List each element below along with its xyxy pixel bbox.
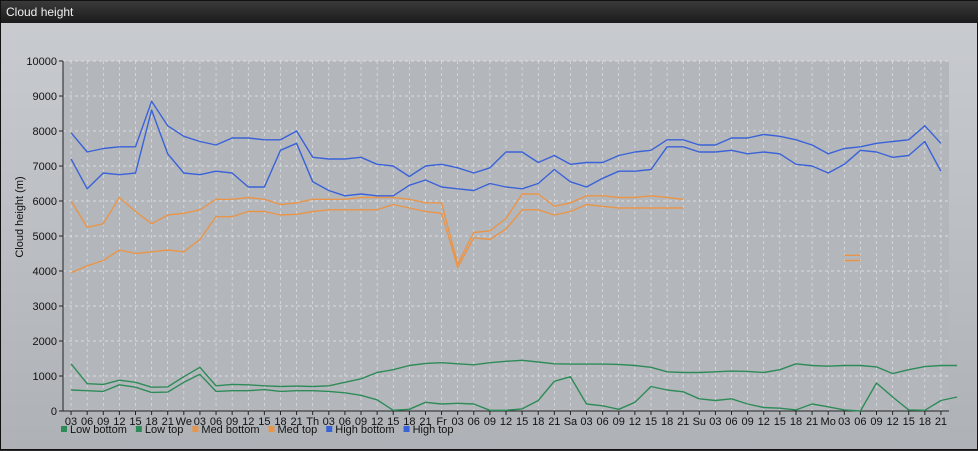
x-tick-label: 12 — [886, 416, 898, 428]
x-tick-label: Su — [693, 416, 706, 428]
x-tick-label: 03 — [838, 416, 850, 428]
y-tick-label: 3000 — [33, 301, 57, 313]
legend-item-5: High top — [403, 424, 454, 436]
x-tick-label: 06 — [597, 416, 609, 428]
x-tick-label: 21 — [677, 416, 689, 428]
x-tick-label: 03 — [580, 416, 592, 428]
x-tick-label: 21 — [806, 416, 818, 428]
y-tick-label: 0 — [51, 406, 57, 418]
x-tick-label: Fr — [436, 416, 447, 428]
legend-swatch — [403, 426, 410, 432]
x-tick-label: 21 — [162, 416, 174, 428]
y-ticks: 0 1000 2000 3000 4000 5000 6000 7000 8000 9000 100… — [26, 56, 63, 418]
x-tick-label: 15 — [645, 416, 657, 428]
x-tick-label: 12 — [500, 416, 512, 428]
legend-item-4: High bottom — [326, 424, 395, 436]
legend-label: Low bottom — [70, 424, 127, 436]
legend-swatch — [192, 426, 199, 432]
legend-swatch — [268, 426, 275, 432]
series-line-2 — [70, 203, 861, 274]
x-tick-label: 09 — [613, 416, 625, 428]
series-lines — [70, 100, 958, 412]
x-tick-label: 15 — [516, 416, 528, 428]
y-tick-label: 9000 — [33, 91, 57, 103]
x-tick-label: 15 — [387, 416, 399, 428]
legend-swatch — [326, 426, 333, 432]
x-tick-label: 18 — [403, 416, 415, 428]
x-tick-label: 15 — [258, 416, 270, 428]
legend-label: High bottom — [335, 424, 394, 436]
x-tick-label: 09 — [226, 416, 238, 428]
legend-swatch — [61, 426, 67, 432]
y-tick-label: 7000 — [33, 161, 57, 173]
x-tick-label: 09 — [97, 416, 109, 428]
x-tick-label: 18 — [790, 416, 802, 428]
legend: Low bottom Low top Med bottom Med top High b… — [61, 424, 454, 436]
series-line-3 — [70, 193, 861, 265]
x-tick-label: 18 — [145, 416, 157, 428]
x-tick-label: 12 — [629, 416, 641, 428]
x-tick-label: 18 — [661, 416, 673, 428]
series-line-5 — [70, 100, 942, 178]
x-tick-label: 03 — [65, 416, 77, 428]
x-tick-label: 15 — [903, 416, 915, 428]
x-tick-label: Mo — [821, 416, 836, 428]
legend-item-1: Low top — [135, 424, 184, 436]
y-axis-label: Cloud height (m) — [14, 176, 26, 257]
x-tick-label: 21 — [419, 416, 431, 428]
x-tick-label: 06 — [725, 416, 737, 428]
y-tick-label: 8000 — [33, 126, 57, 138]
x-tick-label: 15 — [129, 416, 141, 428]
x-tick-label: 06 — [339, 416, 351, 428]
x-tick-label: We — [176, 416, 192, 428]
x-tick-label: 06 — [210, 416, 222, 428]
x-tick-label: 09 — [484, 416, 496, 428]
legend-item-3: Med top — [268, 424, 318, 436]
cloud-height-chart: 0 1000 2000 3000 4000 5000 6000 7000 8000 9000 100… — [14, 56, 958, 436]
x-tick-label: 12 — [371, 416, 383, 428]
x-tick-label: 21 — [548, 416, 560, 428]
series-line-0 — [71, 373, 958, 412]
x-tick-label: 09 — [870, 416, 882, 428]
legend-item-2: Med bottom — [192, 424, 260, 436]
series-line-1 — [70, 359, 958, 388]
x-tick-label: 06 — [81, 416, 93, 428]
x-tick-label: Sa — [564, 416, 578, 428]
x-tick-label: 03 — [452, 416, 464, 428]
x-tick-label: 15 — [774, 416, 786, 428]
x-tick-label: Th — [306, 416, 319, 428]
window-title: Cloud height — [1, 1, 978, 23]
series-line-4 — [70, 109, 942, 197]
x-tick-label: 09 — [742, 416, 754, 428]
legend-label: Med top — [278, 424, 318, 436]
legend-label: Med bottom — [201, 424, 259, 436]
x-tick-label: 21 — [935, 416, 947, 428]
x-tick-label: 06 — [468, 416, 480, 428]
grid-lines — [63, 60, 949, 412]
x-tick-label: 03 — [194, 416, 206, 428]
y-tick-label: 5000 — [33, 231, 57, 243]
x-tick-label: 12 — [758, 416, 770, 428]
x-tick-label: 06 — [854, 416, 866, 428]
legend-label: High top — [413, 424, 454, 436]
legend-swatch — [135, 426, 142, 432]
x-tick-label: 12 — [242, 416, 254, 428]
x-tick-label: 18 — [919, 416, 931, 428]
x-tick-label: 03 — [709, 416, 721, 428]
y-tick-label: 10000 — [26, 56, 57, 68]
y-tick-label: 6000 — [33, 196, 57, 208]
legend-item-0: Low bottom — [61, 424, 127, 436]
legend-label: Low top — [145, 424, 184, 436]
x-tick-label: 03 — [323, 416, 335, 428]
y-tick-label: 4000 — [33, 266, 57, 278]
x-tick-label: 12 — [113, 416, 125, 428]
x-ticks: 03 06 09 12 15 18 21 We 03 06 09 12 15 18 21 Th 03 06 09 12… — [65, 411, 947, 428]
x-tick-label: 18 — [274, 416, 286, 428]
y-tick-label: 1000 — [33, 371, 57, 383]
x-tick-label: 21 — [290, 416, 302, 428]
y-tick-label: 2000 — [33, 336, 57, 348]
x-tick-label: 18 — [532, 416, 544, 428]
x-tick-label: 09 — [355, 416, 367, 428]
